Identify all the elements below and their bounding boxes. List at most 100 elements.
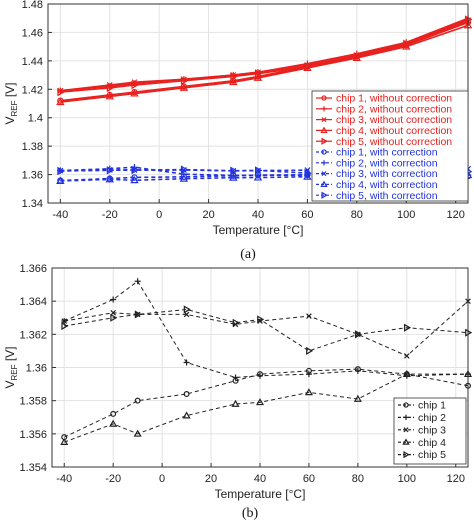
x-axis-label: Temperature [°C]: [215, 487, 306, 501]
y-tick-label: 1.4: [28, 113, 43, 125]
series-line: [60, 24, 469, 103]
legend-label: chip 5, with correction: [336, 190, 438, 202]
legend-item: chip 1, without correction: [316, 93, 452, 105]
series-line: [64, 373, 468, 443]
x-tick-label: 100: [398, 473, 416, 485]
data-point: [131, 165, 139, 175]
legend-item: chip 3: [398, 424, 446, 436]
legend-marker: [321, 95, 327, 101]
legend-marker: [320, 180, 328, 187]
data-point: [134, 278, 141, 285]
data-point: [403, 39, 411, 49]
chart-panel-b: -40 -20 0 20 40 60 80 100 120 1.354 1.356 1.358 1.36…: [3, 263, 473, 521]
series-line: [64, 368, 469, 438]
data-point: [306, 313, 312, 319]
data-point: [253, 73, 263, 81]
legend-item: chip 3, with correction: [316, 168, 438, 180]
series-line: [60, 168, 469, 174]
data-point: [229, 77, 238, 86]
data-point: [134, 311, 141, 318]
data-point: [179, 174, 189, 182]
data-point: [403, 323, 412, 332]
series-5: [57, 15, 473, 97]
y-tick-label: 1.46: [22, 27, 43, 39]
data-point: [255, 398, 265, 406]
x-tick-label: 100: [397, 209, 415, 221]
legend-marker: [403, 450, 410, 459]
legend-item: chip 5, with correction: [316, 190, 438, 202]
x-tick-label: 60: [303, 473, 315, 485]
data-point: [180, 76, 189, 85]
legend-label: chip 4, without correction: [336, 125, 452, 137]
data-point: [60, 437, 69, 445]
y-tick-label: 1.34: [22, 198, 43, 210]
data-point: [179, 83, 189, 91]
data-point: [183, 305, 191, 314]
legend-item: chip 4, with correction: [316, 179, 438, 191]
series-line: [60, 174, 468, 182]
legend-item: chip 2: [398, 412, 446, 424]
x-axis-label: Temperature [°C]: [213, 223, 304, 237]
series-line: [60, 18, 469, 93]
data-point: [130, 89, 139, 97]
legend-item: chip 1: [398, 400, 446, 412]
legend-label: chip 3: [418, 424, 446, 436]
data-point: [304, 62, 312, 71]
data-point: [57, 87, 65, 97]
data-point: [306, 346, 314, 355]
legend-label: chip 1, with correction: [336, 147, 438, 159]
legend-marker: [402, 438, 410, 445]
data-point: [131, 174, 138, 181]
data-point: [130, 175, 139, 184]
data-point: [110, 410, 117, 417]
data-point: [180, 165, 189, 174]
legend-item: chip 4, without correction: [316, 125, 452, 137]
legend-label: chip 3, without correction: [336, 114, 452, 126]
data-point: [133, 429, 142, 437]
y-tick-label: 1.44: [22, 56, 43, 68]
data-point: [304, 388, 313, 396]
data-point: [109, 419, 118, 427]
legend-item: chip 1, with correction: [316, 147, 438, 159]
x-tick-label: 80: [352, 473, 364, 485]
legend-marker: [403, 427, 409, 433]
legend-item: chip 4: [398, 437, 446, 449]
data-point: [403, 353, 410, 359]
x-tick-label: 120: [447, 473, 465, 485]
series-4: [60, 369, 473, 445]
data-point: [182, 411, 191, 419]
legend-item: chip 3, without correction: [316, 114, 452, 126]
data-point: [110, 296, 117, 303]
data-point: [183, 391, 190, 398]
legend-label: chip 4, with correction: [336, 179, 438, 191]
data-point: [353, 394, 362, 402]
data-point: [110, 313, 118, 322]
y-tick-label: 1.364: [19, 296, 47, 308]
data-point: [255, 166, 263, 175]
data-point: [305, 371, 312, 378]
legend-marker: [321, 106, 327, 112]
data-point: [106, 166, 115, 175]
y-tick-label: 1.48: [22, 0, 43, 11]
x-tick-label: 0: [159, 473, 165, 485]
legend-item: chip 5, without correction: [316, 136, 452, 148]
data-point: [253, 173, 263, 181]
legend-box: [311, 90, 469, 202]
x-tick-label: 120: [446, 209, 464, 221]
y-tick-label: 1.362: [19, 329, 47, 341]
data-point: [106, 83, 115, 93]
x-tick-label: -40: [56, 473, 72, 485]
legend-label: chip 2, without correction: [336, 103, 452, 115]
legend-label: chip 1: [418, 400, 446, 412]
x-tick-label: 40: [254, 473, 266, 485]
legend-marker: [321, 191, 328, 199]
data-point: [131, 167, 138, 174]
data-point: [110, 309, 117, 316]
data-point: [56, 176, 65, 184]
plot-frame: [51, 267, 469, 468]
x-tick-label: 20: [202, 209, 214, 221]
figure-caption: (b): [242, 506, 259, 521]
data-point: [105, 174, 114, 183]
